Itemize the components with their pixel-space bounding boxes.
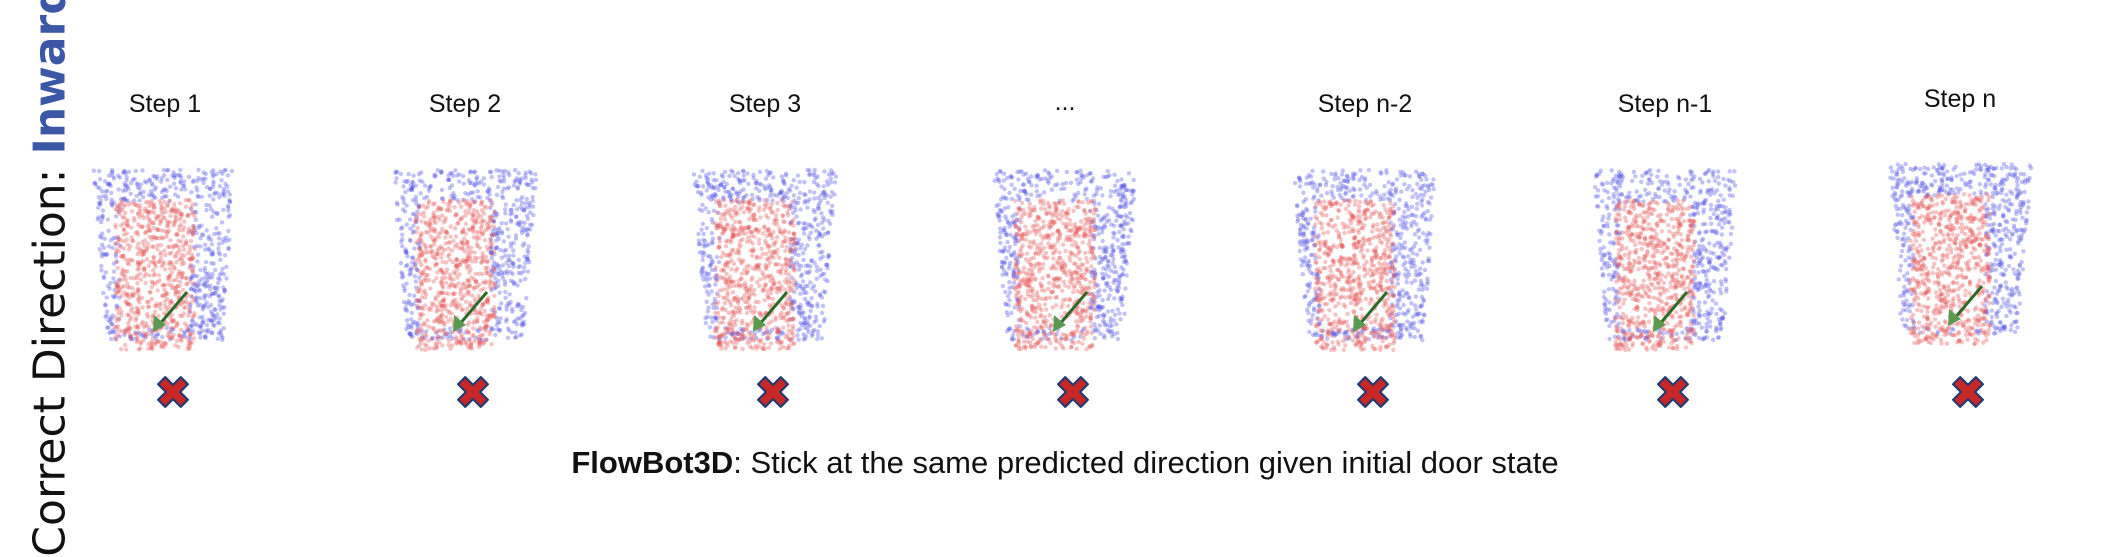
caption: FlowBot3D: Stick at the same predicted d…	[571, 445, 1558, 481]
point-cloud-3	[691, 167, 839, 352]
flow-arrow-icon	[1053, 291, 1089, 332]
panel-n	[1888, 161, 2034, 408]
point-cloud-ellipsis	[992, 168, 1137, 352]
panel-3	[691, 167, 839, 408]
cross-mark-icon	[1657, 376, 1689, 408]
step-label-3: Step 3	[728, 90, 802, 118]
panel-2	[393, 167, 539, 408]
cross-mark-icon	[757, 376, 789, 408]
point-cloud-2	[393, 167, 539, 353]
caption-text: : Stick at the same predicted direction …	[733, 445, 1559, 480]
step-label-n-1: Step n-1	[1617, 90, 1713, 118]
cross-mark-icon	[1057, 376, 1089, 408]
flow-arrow-icon	[753, 291, 789, 332]
caption-method: FlowBot3D	[571, 445, 734, 480]
flow-arrow-icon	[1353, 291, 1389, 332]
cross-mark-icon	[457, 376, 489, 408]
flow-arrow-icon	[153, 291, 189, 332]
panel-n-1	[1592, 167, 1738, 408]
flow-arrow-icon	[1948, 285, 1984, 326]
point-cloud-panels	[91, 161, 2034, 408]
panel-1	[91, 167, 235, 408]
flow-arrow-icon	[453, 291, 489, 332]
flow-arrow-icon	[1653, 291, 1689, 332]
cross-mark-icon	[1357, 376, 1389, 408]
cross-mark-icon	[1952, 376, 1984, 408]
step-label-n-2: Step n-2	[1317, 90, 1413, 118]
panel-ellipsis	[992, 168, 1137, 408]
point-cloud-n	[1888, 161, 2034, 347]
step-label-n: Step n	[1923, 85, 1997, 113]
figure-canvas: Correct Direction: Inward Step 1 Step 2 …	[25, 0, 2034, 557]
cross-mark-icon	[157, 376, 189, 408]
step-label-1: Step 1	[128, 90, 202, 118]
step-label-2: Step 2	[428, 90, 502, 118]
panel-n-2	[1292, 167, 1436, 408]
point-cloud-n-2	[1292, 167, 1436, 353]
point-cloud-n-1	[1592, 167, 1738, 353]
step-label-ellipsis: ...	[1054, 88, 1076, 116]
point-cloud-1	[91, 167, 235, 352]
